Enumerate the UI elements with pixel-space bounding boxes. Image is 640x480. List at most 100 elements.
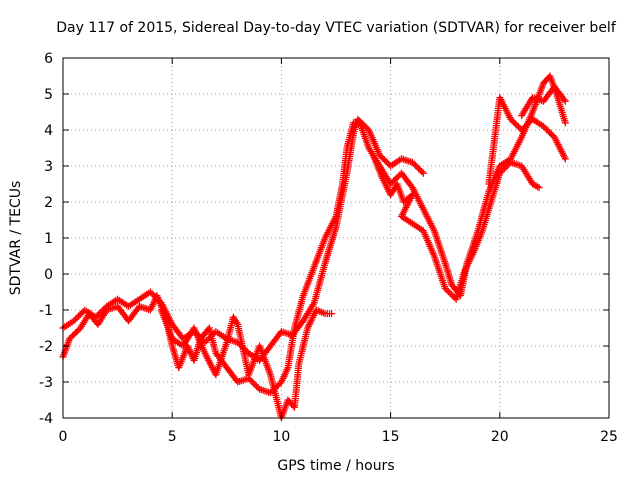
data-point <box>543 125 551 133</box>
y-axis-label: SDTVAR / TECUs <box>8 181 24 296</box>
data-point <box>234 338 242 346</box>
data-point <box>377 153 385 161</box>
data-point <box>93 312 101 320</box>
data-point <box>391 175 399 183</box>
series-track-c <box>157 306 336 422</box>
x-ticks: 0 5 10 15 20 25 <box>59 58 618 445</box>
series-track-f <box>518 83 569 120</box>
data-point <box>415 165 423 173</box>
data-point <box>533 183 541 191</box>
data-point <box>561 155 569 163</box>
data-point <box>547 130 555 138</box>
data-point <box>376 151 384 159</box>
data-point <box>546 129 554 137</box>
data-point <box>100 305 108 313</box>
x-tick-label: 5 <box>168 429 177 445</box>
data-point <box>204 335 212 343</box>
data-point <box>513 121 521 129</box>
data-point <box>151 293 159 301</box>
data-point <box>449 292 457 300</box>
data-point <box>497 168 505 176</box>
data-point <box>515 123 523 131</box>
data-point <box>362 123 370 131</box>
data-point <box>561 119 569 127</box>
x-tick-label: 15 <box>382 429 400 445</box>
data-point <box>209 331 217 339</box>
series-track-d <box>369 151 543 303</box>
y-tick-label: 3 <box>44 159 53 175</box>
data-point <box>153 294 161 302</box>
data-point <box>524 120 532 128</box>
data-point <box>355 117 363 125</box>
data-point <box>380 156 388 164</box>
data-point <box>499 166 507 174</box>
y-ticks: -4 -3 -2 -1 0 1 2 3 4 5 6 <box>39 51 609 427</box>
data-point <box>382 157 390 165</box>
data-point <box>203 337 211 345</box>
data-point <box>525 118 533 126</box>
data-point <box>412 161 420 169</box>
data-point <box>249 379 257 387</box>
y-tick-label: 6 <box>44 51 53 67</box>
x-tick-label: 10 <box>272 429 290 445</box>
data-point <box>443 286 451 294</box>
data-point <box>66 335 74 343</box>
data-point <box>357 118 365 126</box>
data-point <box>328 310 336 318</box>
x-axis-label: GPS time / hours <box>277 458 394 474</box>
data-point <box>359 120 367 128</box>
data-point <box>388 178 396 186</box>
y-tick-label: 1 <box>44 231 53 247</box>
data-point <box>446 289 454 297</box>
data-point <box>541 124 549 132</box>
data-point <box>206 334 214 342</box>
data-point <box>252 382 260 390</box>
data-point <box>354 115 362 123</box>
x-tick-label: 0 <box>59 429 68 445</box>
data-point <box>539 122 547 130</box>
series-track-e <box>485 94 569 188</box>
data-point <box>69 332 77 340</box>
data-point <box>560 96 568 104</box>
data-point <box>507 115 515 123</box>
data-point <box>98 307 106 315</box>
data-point <box>504 161 512 169</box>
data-point <box>383 159 391 167</box>
data-point <box>518 126 526 134</box>
data-point <box>75 312 83 320</box>
data-point <box>360 121 368 129</box>
data-point <box>521 123 529 131</box>
data-point <box>418 168 426 176</box>
data-point <box>393 174 401 182</box>
data-point <box>70 330 78 338</box>
data-point <box>73 314 81 322</box>
data-point <box>248 377 256 385</box>
data-point <box>444 287 452 295</box>
data-point <box>502 163 510 171</box>
y-tick-label: -1 <box>39 303 53 319</box>
x-tick-label: 25 <box>600 429 618 445</box>
data-point <box>544 127 552 135</box>
data-point <box>149 291 157 299</box>
data-point <box>419 169 427 177</box>
data-point <box>416 166 424 174</box>
data-point <box>78 309 86 317</box>
data-point <box>561 97 569 105</box>
data-point <box>71 315 79 323</box>
data-point <box>379 154 387 162</box>
y-tick-label: -3 <box>39 375 53 391</box>
data-point <box>535 184 543 192</box>
data-point <box>251 381 259 389</box>
data-point <box>154 296 162 304</box>
data-point <box>72 329 80 337</box>
series-track-a <box>59 72 569 397</box>
y-tick-label: 2 <box>44 195 53 211</box>
data-point <box>447 291 455 299</box>
y-tick-label: 4 <box>44 123 53 139</box>
data-point <box>73 327 81 335</box>
data-point <box>95 310 103 318</box>
chart-title: Day 117 of 2015, Sidereal Day-to-day VTE… <box>56 20 617 36</box>
data-point <box>146 288 154 296</box>
data-point <box>413 163 421 171</box>
